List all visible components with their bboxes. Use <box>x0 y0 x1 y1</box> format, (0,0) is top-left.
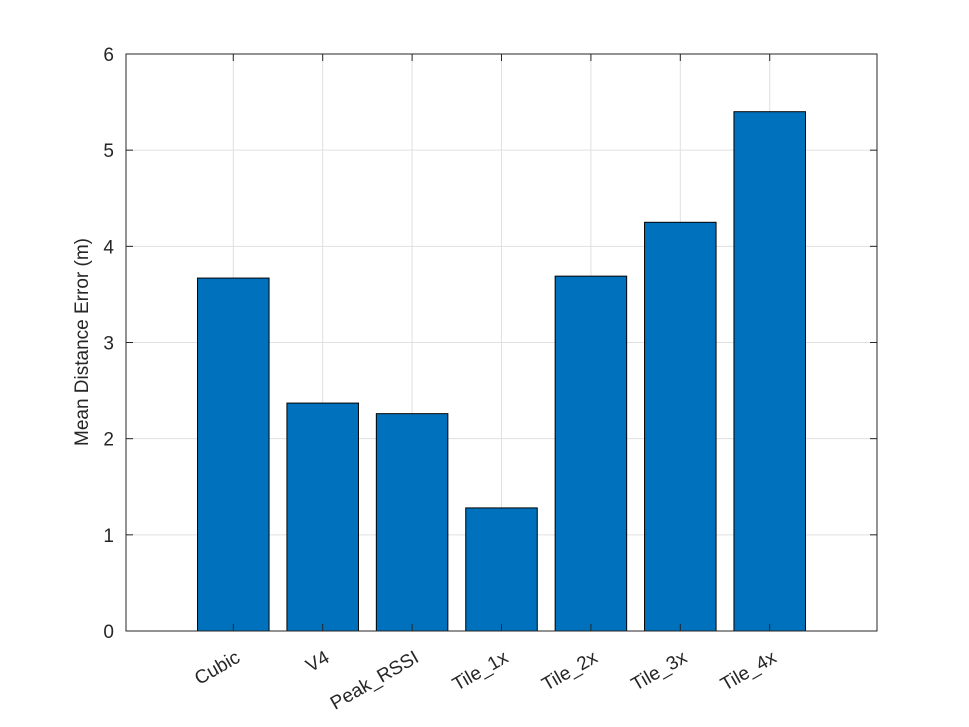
y-tick-label: 6 <box>103 45 114 66</box>
bar <box>554 275 628 632</box>
bar <box>197 277 270 632</box>
bar <box>733 111 806 632</box>
bar <box>465 507 538 632</box>
y-tick-label: 0 <box>103 622 114 643</box>
y-tick-label: 5 <box>103 141 114 162</box>
y-axis-label: Mean Distance Error (m) <box>72 238 93 446</box>
y-tick-label: 1 <box>103 526 114 547</box>
bar <box>644 221 717 632</box>
bar-layer <box>197 111 806 632</box>
y-tick-label: 2 <box>103 430 114 451</box>
y-tick-label: 4 <box>103 237 114 258</box>
bar <box>375 413 449 632</box>
bar <box>286 402 359 632</box>
y-tick-label: 3 <box>103 334 114 355</box>
